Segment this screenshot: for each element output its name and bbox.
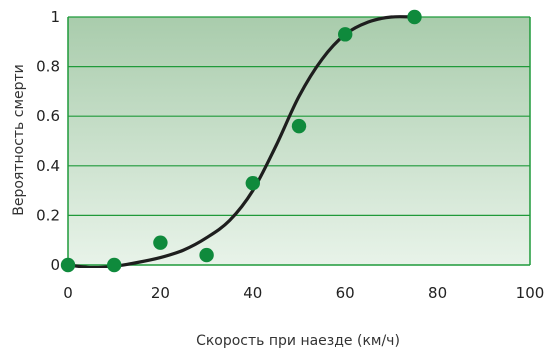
x-tick-label: 100: [516, 284, 545, 302]
grid: [68, 16, 530, 216]
data-point: [107, 257, 122, 273]
fit-curve: [68, 15, 417, 268]
data-point: [60, 257, 76, 273]
x-tick-label: 20: [151, 284, 170, 302]
x-tick-label: 0: [63, 284, 73, 302]
y-tick-label: 0: [50, 256, 60, 274]
data-point: [407, 9, 422, 25]
y-tick-label: 1: [50, 8, 60, 26]
data-point: [199, 247, 214, 263]
y-tick-label: 0.4: [36, 157, 60, 175]
data-point: [291, 118, 307, 134]
y-tick-label: 0.6: [36, 107, 60, 125]
y-tick-label: 0.2: [36, 206, 60, 224]
x-axis-title: Скорость при наезде (км/ч): [196, 333, 400, 348]
plot-area: [68, 17, 530, 265]
x-tick-label: 60: [336, 284, 355, 302]
data-point: [338, 27, 353, 42]
data-point: [245, 175, 260, 191]
x-tick-label: 80: [428, 284, 447, 302]
data-point: [153, 235, 168, 250]
y-axis-title: Вероятность смерти: [11, 64, 27, 216]
y-tick-label: 0.8: [36, 58, 60, 76]
x-tick-label: 40: [243, 284, 262, 302]
